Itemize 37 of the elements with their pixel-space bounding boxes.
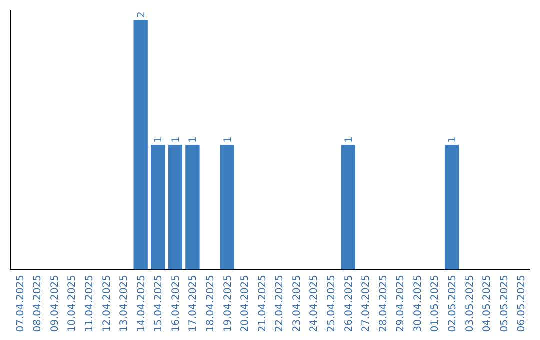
x-tick-label: 17.04.2025	[188, 275, 200, 332]
x-tick-label: 19.04.2025	[222, 275, 234, 332]
x-tick-label: 26.04.2025	[344, 275, 355, 332]
data-label: 1	[154, 136, 165, 143]
x-tick-label: 15.04.2025	[154, 275, 165, 332]
x-tick-label: 25.04.2025	[326, 275, 338, 332]
x-tick-label: 06.05.2025	[516, 275, 528, 332]
x-tick-label: 30.04.2025	[412, 275, 424, 332]
x-tick-label: 18.04.2025	[205, 275, 216, 332]
x-tick-label: 07.04.2025	[15, 275, 26, 332]
x-tick-label: 05.05.2025	[499, 275, 510, 332]
x-tick-label: 20.04.2025	[240, 275, 252, 332]
x-tick-label: 12.04.2025	[102, 275, 113, 332]
x-tick-label: 04.05.2025	[482, 275, 494, 332]
x-tick-label: 03.05.2025	[464, 275, 476, 332]
x-tick-label: 10.04.2025	[67, 275, 78, 332]
x-tick-label: 24.04.2025	[309, 275, 320, 332]
data-label: 1	[344, 136, 355, 143]
x-tick-label: 29.04.2025	[396, 275, 407, 332]
x-tick-label: 08.04.2025	[32, 275, 44, 332]
data-label: 1	[188, 136, 200, 143]
x-tick-label: 28.04.2025	[378, 275, 390, 332]
data-label: 1	[170, 136, 182, 143]
x-tick-label: 01.05.2025	[430, 275, 442, 332]
data-label: 1	[222, 136, 234, 143]
x-tick-label: 21.04.2025	[257, 275, 268, 332]
data-label: 2	[136, 12, 148, 18]
x-tick-label: 22.04.2025	[274, 275, 286, 332]
data-label: 1	[448, 136, 459, 143]
x-tick-label: 27.04.2025	[361, 275, 372, 332]
x-tick-label: 13.04.2025	[119, 275, 130, 332]
x-tick-label: 16.04.2025	[170, 275, 182, 332]
x-tick-label: 02.05.2025	[448, 275, 459, 332]
x-tick-label: 09.04.2025	[50, 275, 61, 332]
x-tick-label: 23.04.2025	[292, 275, 303, 332]
x-tick-label: 11.04.2025	[84, 275, 96, 332]
x-tick-label: 14.04.2025	[136, 275, 148, 332]
